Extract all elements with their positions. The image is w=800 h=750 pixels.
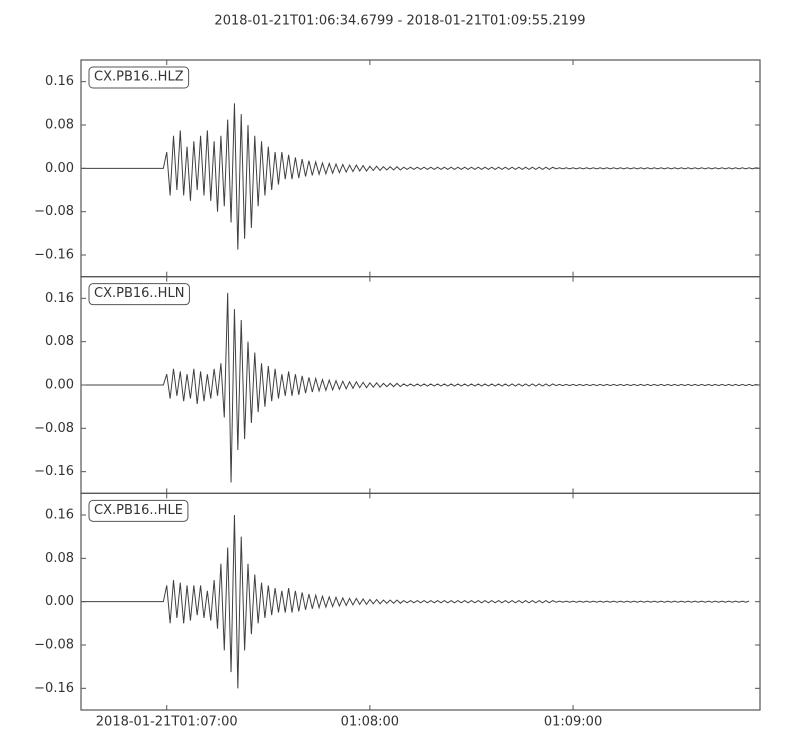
trace [82, 514, 750, 689]
y-tick-label: −0.08 [34, 421, 74, 436]
y-tick-label: 0.16 [45, 74, 74, 89]
legend-label: CX.PB16..HLE [94, 503, 183, 518]
x-tick-label: 01:08:00 [341, 715, 399, 730]
y-tick-label: 0.00 [45, 594, 74, 609]
panel [82, 103, 760, 250]
y-tick-label: 0.08 [45, 334, 74, 349]
trace [82, 103, 760, 250]
y-tick-label: 0.16 [45, 508, 74, 523]
legend-box [88, 499, 189, 522]
y-tick-label: 0.00 [45, 161, 74, 176]
trace [82, 292, 760, 483]
legend-box [88, 283, 190, 306]
y-tick-label: −0.16 [34, 464, 74, 479]
y-tick-label: 0.16 [45, 291, 74, 306]
y-tick-label: −0.16 [34, 248, 74, 263]
y-tick-label: 0.00 [45, 378, 74, 393]
chart-title: 2018-01-21T01:06:34.6799 - 2018-01-21T01… [214, 14, 585, 29]
x-tick-label: 2018-01-21T01:07:00 [96, 715, 238, 730]
legend-label: CX.PB16..HLN [94, 286, 184, 301]
panel [82, 292, 760, 483]
panel [82, 514, 750, 689]
legend-box [88, 66, 190, 89]
axes-frame [80, 492, 761, 711]
y-tick-label: −0.16 [34, 681, 74, 696]
x-tick-label: 01:09:00 [544, 715, 602, 730]
y-tick-label: −0.08 [34, 204, 74, 219]
y-tick-label: −0.08 [34, 638, 74, 653]
y-tick-label: 0.08 [45, 551, 74, 566]
y-tick-label: 0.08 [45, 118, 74, 133]
legend-label: CX.PB16..HLZ [94, 70, 184, 85]
